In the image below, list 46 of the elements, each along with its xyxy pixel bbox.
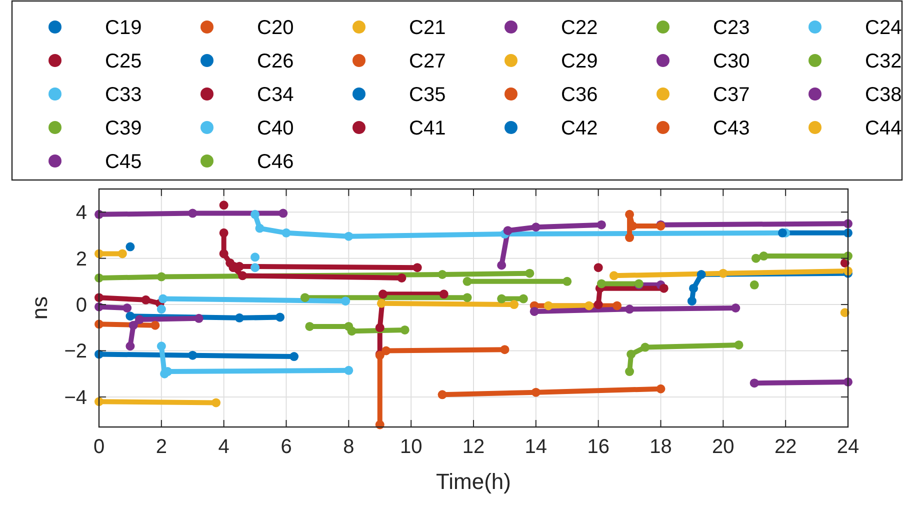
x-tick-label: 10 [400,436,422,458]
x-tick-label: 12 [462,436,485,458]
legend-label: C45 [105,151,142,173]
legend-label: C20 [257,17,294,39]
legend-label: C33 [105,84,142,106]
y-axis-title: ns [27,296,52,320]
legend-label: C40 [257,118,294,140]
x-tick-label: 22 [774,436,797,458]
legend-label: C36 [561,84,598,106]
legend-label: C24 [865,17,902,39]
legend-label: C30 [713,50,750,72]
x-tick-label: 6 [280,436,292,458]
y-tick-label: 2 [76,248,87,270]
legend-label: C44 [865,118,902,140]
legend-label: C39 [105,118,142,140]
x-tick-label: 4 [218,436,230,458]
legend-label: C34 [257,84,294,106]
x-tick-label: 8 [343,436,354,458]
x-tick-label: 0 [93,436,105,458]
x-axis-title: Time(h) [436,469,511,494]
legend-label: C22 [561,17,598,39]
legend-label: C19 [105,17,142,39]
x-tick-label: 18 [650,436,672,458]
x-tick-label: 24 [836,436,860,458]
legend-label: C46 [257,151,294,173]
legend-label: C23 [713,17,750,39]
legend-label: C37 [713,84,750,106]
y-tick-label: −2 [64,340,87,363]
y-tick-label: −4 [64,386,87,409]
x-tick-label: 16 [587,436,610,458]
legend-label: C25 [105,50,142,72]
x-tick-label: 20 [712,436,734,458]
legend-label: C35 [409,84,446,106]
legend-label: C43 [713,118,750,140]
legend-label: C27 [409,50,446,72]
x-tick-label: 14 [524,436,548,458]
y-tick-label: 0 [76,294,87,317]
legend-label: C41 [409,118,446,140]
x-tick-label: 2 [156,436,167,458]
legend-label: C26 [257,50,294,72]
legend-label: C32 [865,50,902,72]
legend-label: C29 [561,50,598,72]
legend-label: C38 [865,84,902,106]
legend-label: C42 [561,118,598,140]
y-tick-label: 4 [76,202,87,224]
legend-label: C21 [409,17,446,39]
